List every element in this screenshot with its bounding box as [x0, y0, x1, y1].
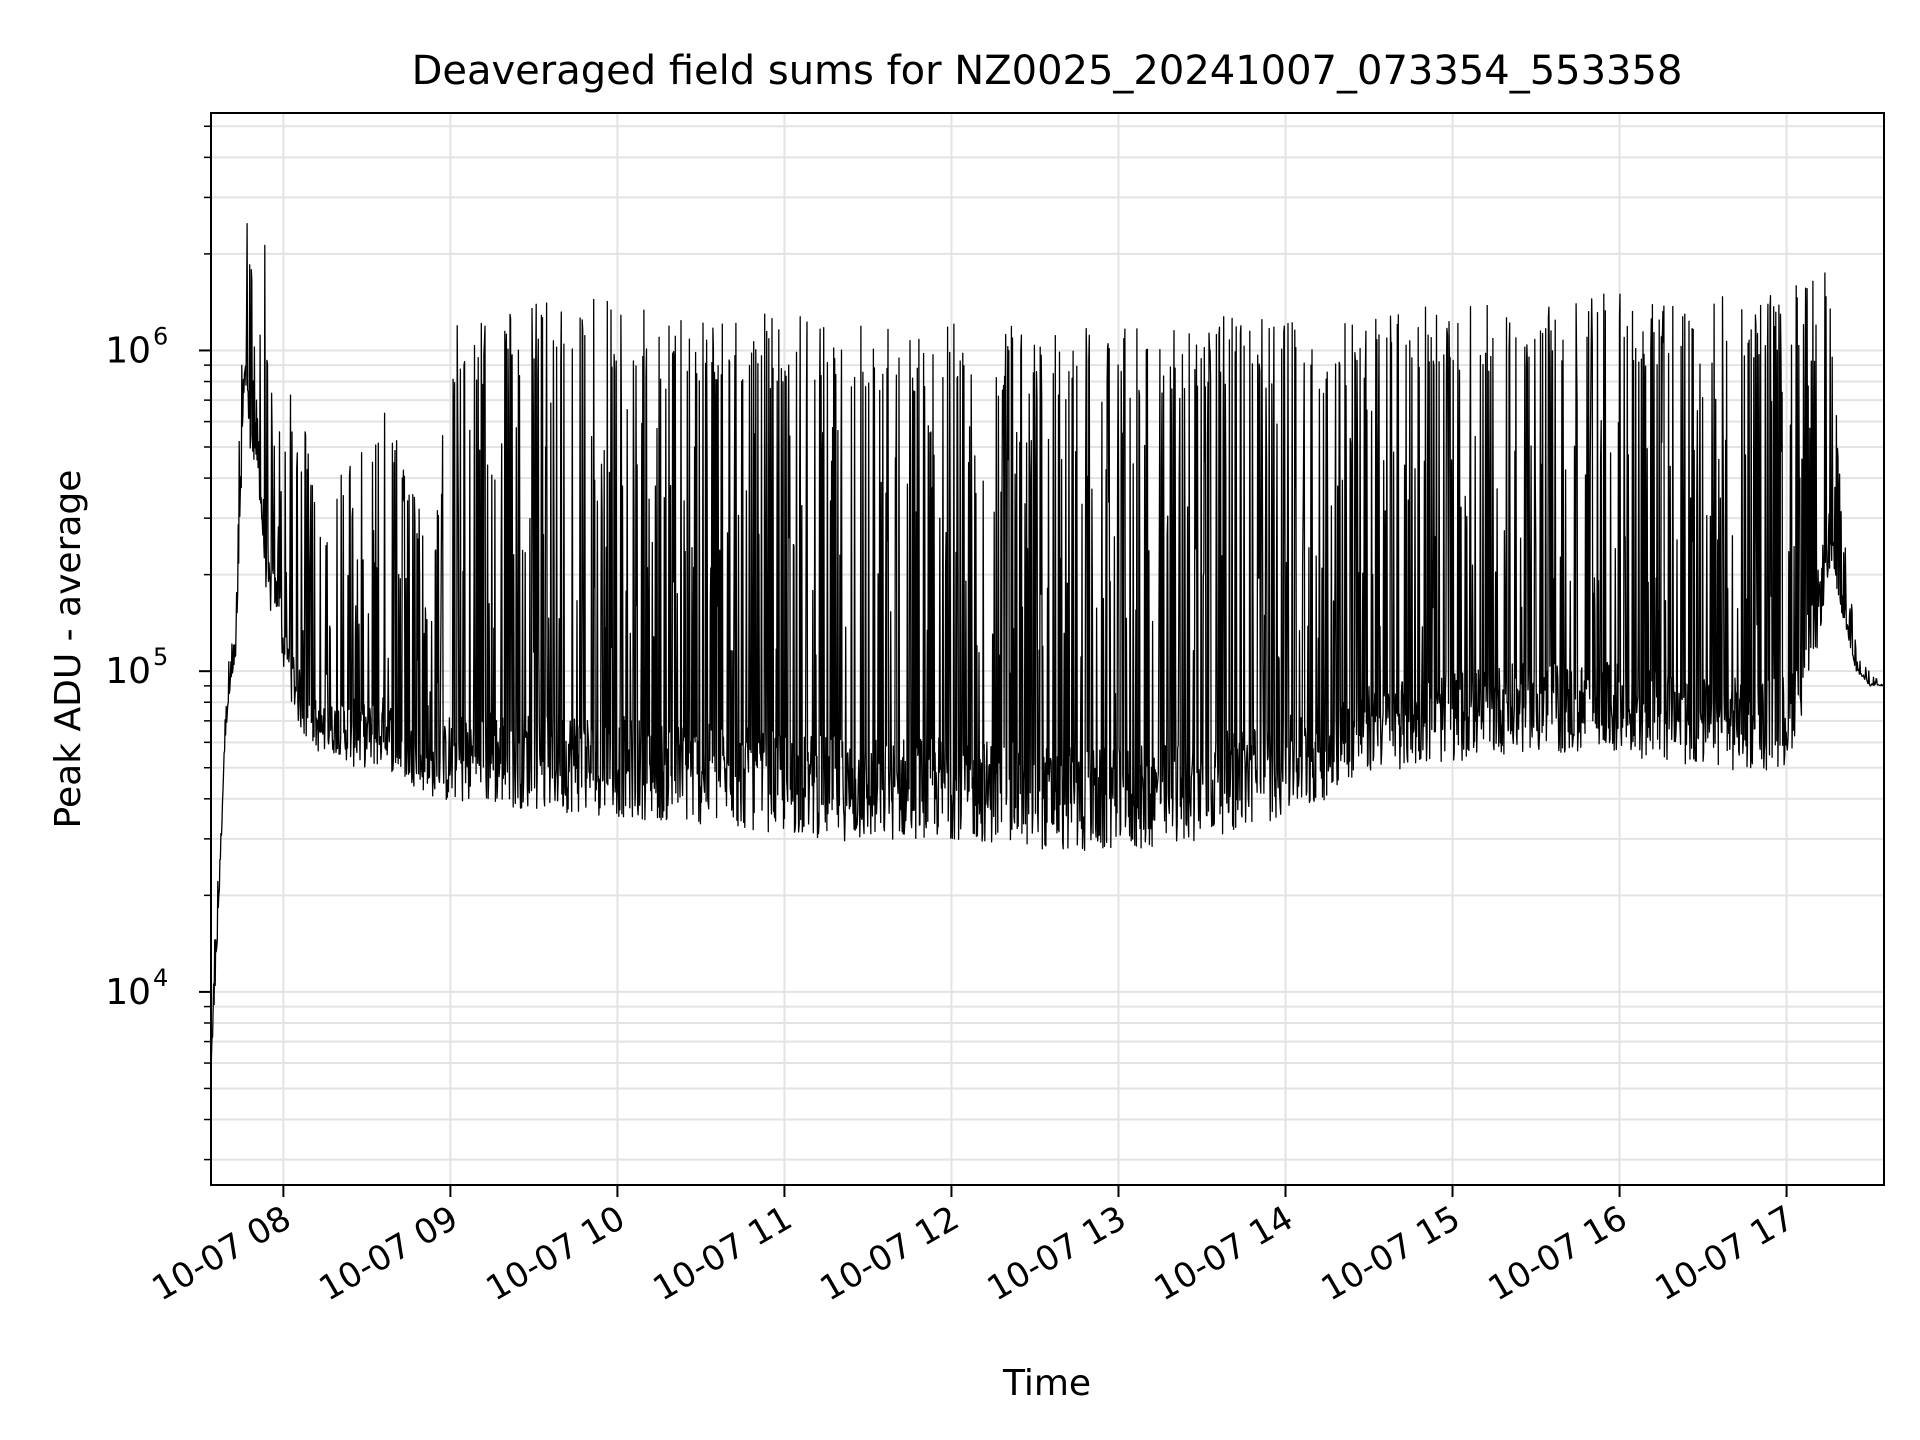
plot-frame — [210, 112, 1885, 1186]
y-tick-exponent: 4 — [153, 964, 168, 992]
y-tick-label: 10 — [105, 972, 151, 1013]
series-line-group — [210, 223, 1885, 1073]
y-tick-exponent: 5 — [153, 643, 168, 671]
y-tick-label: 10 — [105, 330, 151, 371]
y-axis-label: Peak ADU - average — [48, 470, 89, 829]
y-tick-label: 10 — [105, 651, 151, 692]
chart-title: Deaveraged field sums for NZ0025_2024100… — [412, 48, 1683, 94]
series-line — [210, 223, 1885, 1073]
x-axis-label: Time — [1002, 1363, 1091, 1404]
y-tick-exponent: 6 — [153, 322, 168, 350]
